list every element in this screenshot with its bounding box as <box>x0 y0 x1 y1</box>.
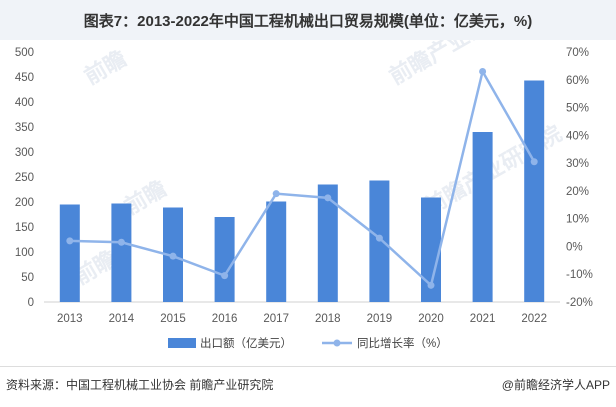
x-tick-label: 2017 <box>263 313 289 325</box>
x-tick-label: 2021 <box>470 313 496 325</box>
y-left-tick-label: 300 <box>15 147 34 159</box>
x-tick-label: 2016 <box>212 313 238 325</box>
chart-title: 图表7：2013-2022年中国工程机械出口贸易规模(单位：亿美元，%) <box>83 12 533 30</box>
bar <box>111 203 132 302</box>
line-point <box>169 252 177 260</box>
y-left-tick-label: 100 <box>15 247 34 259</box>
watermark-text: 前瞻 <box>80 46 131 90</box>
x-tick-label: 2022 <box>521 313 547 325</box>
y-left-tick-label: 50 <box>21 272 34 284</box>
x-tick-label: 2020 <box>418 313 444 325</box>
x-tick-label: 2018 <box>315 313 341 325</box>
y-left-tick-label: 500 <box>15 47 34 59</box>
line-point <box>375 234 383 242</box>
line-point <box>479 67 487 75</box>
y-left-tick-label: 200 <box>15 197 34 209</box>
legend-label-line: 同比增长率（%） <box>357 336 448 350</box>
y-right-tick-label: 20% <box>566 186 589 198</box>
line-point <box>324 194 332 202</box>
y-right-tick-label: 50% <box>566 103 589 115</box>
line-point <box>272 190 280 198</box>
legend-marker-line <box>333 339 341 347</box>
y-left-tick-label: 450 <box>15 72 34 84</box>
brand-label: @前瞻经济学人APP <box>501 378 610 392</box>
y-right-tick-label: 60% <box>566 75 589 87</box>
line-point <box>427 281 435 289</box>
y-left-tick-label: 400 <box>15 97 34 109</box>
growth-line <box>69 68 536 288</box>
bar <box>421 197 441 302</box>
y-left-tick-label: 350 <box>15 122 34 134</box>
bar <box>317 184 338 302</box>
title-bar: 图表7：2013-2022年中国工程机械出口贸易规模(单位：亿美元，%) <box>0 0 616 40</box>
y-right-tick-label: -20% <box>566 297 593 309</box>
x-tick-label: 2019 <box>367 313 393 325</box>
legend-label-bar: 出口额（亿美元） <box>200 336 292 350</box>
line-point <box>66 237 74 245</box>
bar <box>59 204 80 302</box>
line-point <box>221 272 229 280</box>
legend-swatch-bar <box>168 338 196 348</box>
y-right-tick-label: 40% <box>566 130 589 142</box>
line-point <box>530 158 538 166</box>
y-left-tick-label: 250 <box>15 172 34 184</box>
bar <box>214 217 235 302</box>
x-tick-label: 2015 <box>160 313 186 325</box>
y-right-tick-label: 10% <box>566 214 589 226</box>
source-note: 资料来源：中国工程机械工业协会 前瞻产业研究院 <box>6 378 274 392</box>
y-left-tick-label: 150 <box>15 222 34 234</box>
x-tick-label: 2014 <box>109 313 135 325</box>
line-point <box>117 238 125 246</box>
y-right-tick-label: 30% <box>566 158 589 170</box>
x-tick-label: 2013 <box>57 313 83 325</box>
bar <box>524 80 545 302</box>
y-right-tick-label: 0% <box>566 241 583 253</box>
divider <box>0 366 616 367</box>
watermark-text: 前瞻产业研究院 <box>385 40 531 89</box>
y-right-tick-label: 70% <box>566 47 589 59</box>
y-right-tick-label: -10% <box>566 269 593 281</box>
bar <box>472 132 493 302</box>
bar <box>266 201 287 302</box>
y-left-tick-label: 0 <box>28 297 34 309</box>
